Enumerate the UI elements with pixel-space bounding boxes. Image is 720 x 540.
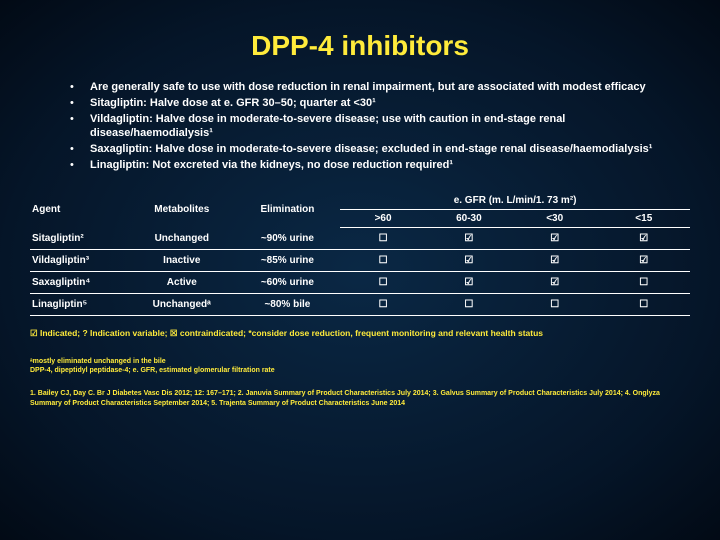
cell-egfr: ☑ bbox=[598, 250, 690, 272]
cell-egfr: ☑ bbox=[426, 272, 512, 294]
col-egfr-60plus: >60 bbox=[340, 210, 426, 228]
table-row: Vildagliptin³ Inactive ~85% urine ☐ ☑ ☑ … bbox=[30, 250, 690, 272]
bullet-item: • Vildagliptin: Halve dose in moderate-t… bbox=[70, 112, 660, 140]
cell-egfr: ☐ bbox=[340, 228, 426, 250]
bullet-text: Are generally safe to use with dose redu… bbox=[90, 80, 646, 94]
bullet-marker: • bbox=[70, 158, 90, 172]
cell-egfr: ☑ bbox=[426, 228, 512, 250]
cell-egfr: ☑ bbox=[426, 250, 512, 272]
cell-egfr: ☑ bbox=[598, 228, 690, 250]
cell-egfr: ☐ bbox=[598, 294, 690, 316]
cell-elimination: ~80% bile bbox=[235, 294, 341, 316]
cell-elimination: ~90% urine bbox=[235, 228, 341, 250]
slide-title: DPP-4 inhibitors bbox=[0, 0, 720, 80]
bullet-list: • Are generally safe to use with dose re… bbox=[0, 80, 720, 172]
table-legend: ☑ Indicated; ? Indication variable; ☒ co… bbox=[0, 320, 720, 339]
cell-agent: Saxagliptin⁴ bbox=[30, 272, 129, 294]
col-egfr-lt15: <15 bbox=[598, 210, 690, 228]
bullet-item: • Saxagliptin: Halve dose in moderate-to… bbox=[70, 142, 660, 156]
cell-agent: Linagliptin⁵ bbox=[30, 294, 129, 316]
cell-agent: Sitagliptin² bbox=[30, 228, 129, 250]
cell-egfr: ☐ bbox=[340, 272, 426, 294]
cell-egfr: ☐ bbox=[340, 294, 426, 316]
cell-elimination: ~60% urine bbox=[235, 272, 341, 294]
cell-egfr: ☐ bbox=[340, 250, 426, 272]
bullet-marker: • bbox=[70, 80, 90, 94]
bullet-marker: • bbox=[70, 112, 90, 126]
col-egfr-60-30: 60-30 bbox=[426, 210, 512, 228]
dosing-table-wrap: Agent Metabolites Elimination e. GFR (m.… bbox=[0, 174, 720, 320]
cell-agent: Vildagliptin³ bbox=[30, 250, 129, 272]
dosing-table: Agent Metabolites Elimination e. GFR (m.… bbox=[30, 192, 690, 316]
bullet-text: Linagliptin: Not excreted via the kidney… bbox=[90, 158, 453, 172]
cell-egfr: ☑ bbox=[512, 228, 598, 250]
references: 1. Bailey CJ, Day C. Br J Diabetes Vasc … bbox=[0, 375, 720, 409]
col-agent: Agent bbox=[30, 192, 129, 228]
col-metabolites: Metabolites bbox=[129, 192, 235, 228]
cell-egfr: ☑ bbox=[512, 250, 598, 272]
col-egfr-lt30: <30 bbox=[512, 210, 598, 228]
bullet-item: • Sitagliptin: Halve dose at e. GFR 30–5… bbox=[70, 96, 660, 110]
cell-elimination: ~85% urine bbox=[235, 250, 341, 272]
bullet-text: Saxagliptin: Halve dose in moderate-to-s… bbox=[90, 142, 652, 156]
bullet-text: Vildagliptin: Halve dose in moderate-to-… bbox=[90, 112, 660, 140]
bullet-marker: • bbox=[70, 96, 90, 110]
cell-metabolites: Unchanged bbox=[129, 228, 235, 250]
table-row: Sitagliptin² Unchanged ~90% urine ☐ ☑ ☑ … bbox=[30, 228, 690, 250]
cell-egfr: ☐ bbox=[598, 272, 690, 294]
cell-egfr: ☐ bbox=[512, 294, 598, 316]
cell-egfr: ☑ bbox=[512, 272, 598, 294]
bullet-text: Sitagliptin: Halve dose at e. GFR 30–50;… bbox=[90, 96, 376, 110]
table-row: Saxagliptin⁴ Active ~60% urine ☐ ☑ ☑ ☐ bbox=[30, 272, 690, 294]
col-elimination: Elimination bbox=[235, 192, 341, 228]
cell-egfr: ☐ bbox=[426, 294, 512, 316]
cell-metabolites: Active bbox=[129, 272, 235, 294]
cell-metabolites: Unchangedᵃ bbox=[129, 294, 235, 316]
bullet-item: • Are generally safe to use with dose re… bbox=[70, 80, 660, 94]
cell-metabolites: Inactive bbox=[129, 250, 235, 272]
bullet-marker: • bbox=[70, 142, 90, 156]
bullet-item: • Linagliptin: Not excreted via the kidn… bbox=[70, 158, 660, 172]
table-row: Linagliptin⁵ Unchangedᵃ ~80% bile ☐ ☐ ☐ … bbox=[30, 294, 690, 316]
footnote: ᵃmostly eliminated unchanged in the bile… bbox=[0, 339, 720, 375]
col-egfr-group: e. GFR (m. L/min/1. 73 m²) bbox=[340, 192, 690, 210]
